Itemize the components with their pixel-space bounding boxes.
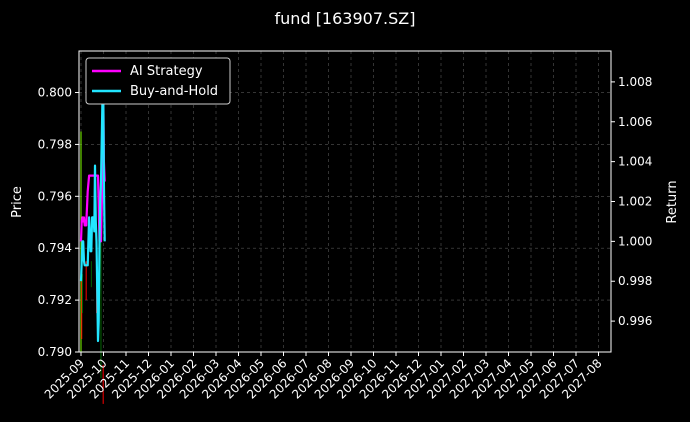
right-axis: 0.996 0.998 1.000 1.002 1.004 1.006 1.008 — [611, 75, 652, 328]
y2-axis-label: Return — [665, 180, 680, 223]
y2-tick-label: 1.002 — [618, 195, 652, 209]
y-axis-label: Price — [10, 186, 25, 218]
legend: AI Strategy Buy-and-Hold — [85, 57, 231, 105]
y2-tick-label: 1.004 — [618, 155, 652, 169]
y2-tick-label: 1.008 — [618, 75, 652, 89]
chart-title: fund [163907.SZ] — [275, 9, 416, 28]
y-tick-label: 0.798 — [38, 137, 72, 151]
y2-tick-label: 1.006 — [618, 115, 652, 129]
series-line-buy-and-hold — [79, 80, 106, 343]
y2-tick-label: 1.000 — [618, 234, 652, 248]
y-tick-label: 0.792 — [38, 293, 72, 307]
y-tick-label: 0.790 — [38, 345, 72, 359]
y2-tick-label: 0.998 — [618, 274, 652, 288]
left-axis: 0.790 0.792 0.794 0.796 0.798 0.800 — [38, 86, 79, 359]
legend-label-ai-strategy: AI Strategy — [130, 64, 203, 79]
legend-box — [85, 57, 231, 105]
series-line-ai-strategy — [79, 80, 106, 243]
y-tick-label: 0.796 — [38, 189, 72, 203]
legend-label-buy-and-hold: Buy-and-Hold — [130, 84, 218, 99]
y-tick-label: 0.794 — [38, 241, 72, 255]
y2-tick-label: 0.996 — [618, 314, 652, 328]
y-tick-label: 0.800 — [38, 86, 72, 100]
series-lines — [79, 80, 106, 343]
